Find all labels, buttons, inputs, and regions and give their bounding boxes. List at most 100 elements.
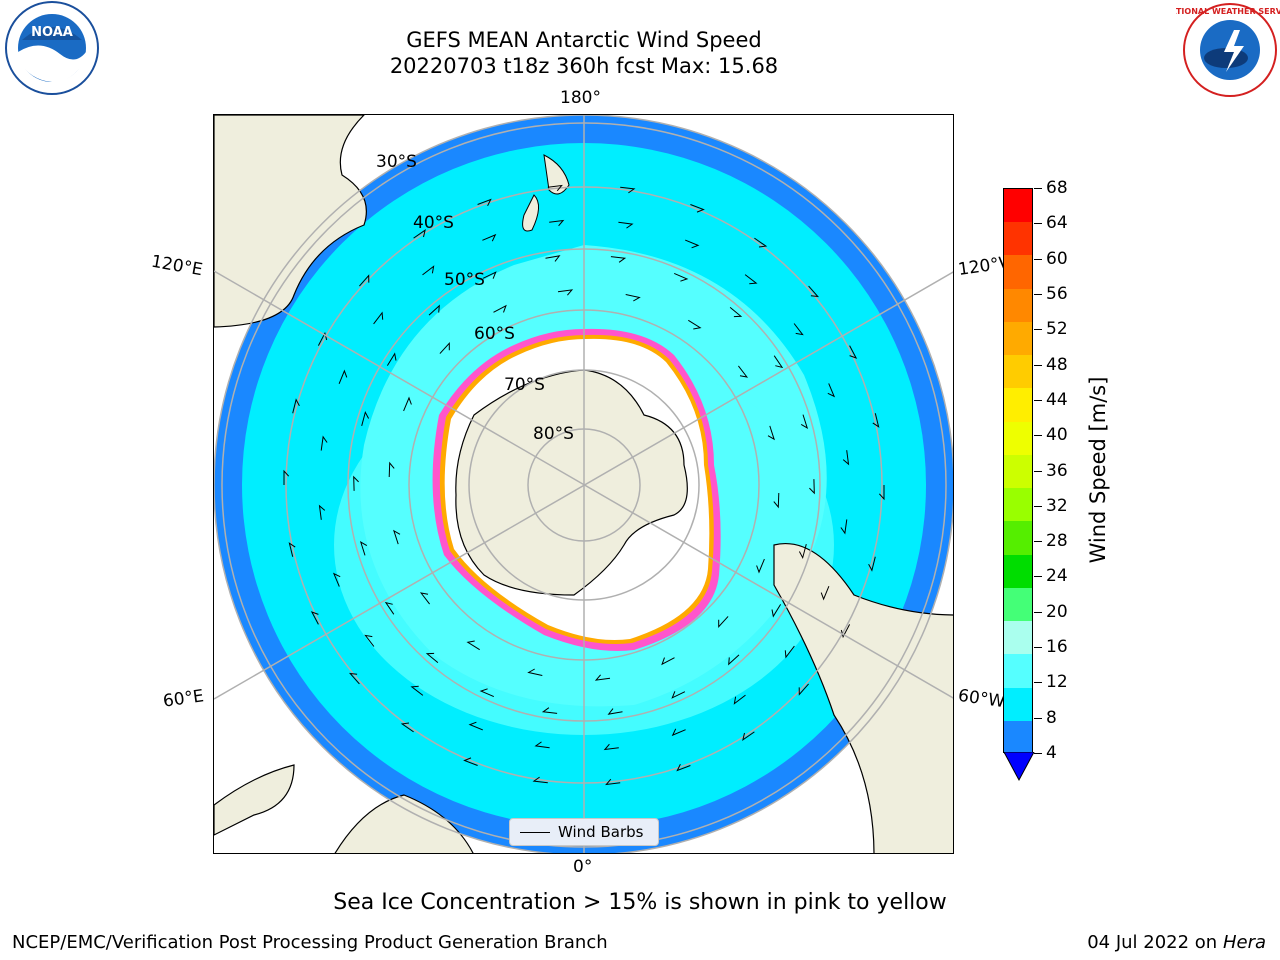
colorbar-title: Wind Speed [m/s] <box>1086 376 1110 564</box>
colorbar-tick <box>1034 258 1042 260</box>
wind-barb <box>620 186 636 194</box>
wind-barb <box>338 369 348 384</box>
wind-barb <box>373 311 384 325</box>
colorbar-segment <box>1004 687 1032 722</box>
antarctica-land <box>455 369 688 596</box>
wind-barb <box>849 345 858 359</box>
colorbar-segment <box>1004 288 1032 323</box>
colorbar-tick-label: 32 <box>1046 495 1068 516</box>
colorbar-tick <box>1034 364 1042 366</box>
lat-label-60s: 60°S <box>474 324 515 344</box>
wind-speed-colorbar <box>1003 188 1033 755</box>
sea-ice-note: Sea Ice Concentration > 15% is shown in … <box>333 890 947 915</box>
wind-barb <box>482 271 497 279</box>
wind-barb <box>744 274 758 285</box>
colorbar-tick-label: 60 <box>1046 248 1068 269</box>
wind-barb <box>685 239 700 249</box>
wind-barb <box>594 674 611 681</box>
colorbar-tick <box>1034 293 1042 295</box>
colorbar-segment <box>1004 521 1032 556</box>
wind-barb <box>332 572 341 587</box>
colorbar-segment <box>1004 488 1032 522</box>
legend-label: Wind Barbs <box>558 823 644 841</box>
wind-barb <box>827 383 836 398</box>
wind-barb <box>671 728 686 737</box>
wind-barb <box>878 485 885 501</box>
colorbar-tick-label: 24 <box>1046 566 1068 587</box>
wind-barb <box>733 694 746 705</box>
wind-barb <box>798 683 809 696</box>
colorbar-segment <box>1004 255 1032 290</box>
colorbar-segment <box>1004 222 1032 256</box>
wind-barb <box>403 396 412 412</box>
footer-branch: NCEP/EMC/Verification Post Processing Pr… <box>12 932 608 953</box>
lon-label-0: 0° <box>573 857 593 877</box>
footer-date-text: 04 Jul 2022 on <box>1087 932 1223 953</box>
lat-label-50s: 50°S <box>444 270 485 290</box>
wind-barb <box>767 425 775 441</box>
wind-barb <box>386 352 397 366</box>
wind-barb <box>318 504 326 520</box>
wind-barb <box>605 778 621 786</box>
wind-barb <box>800 414 809 429</box>
wind-barb <box>348 672 360 685</box>
wind-barb <box>288 542 296 557</box>
wind-barb <box>808 285 820 298</box>
colorbar-segment <box>1004 355 1032 389</box>
wind-barb <box>610 256 627 263</box>
wind-barb <box>738 365 749 378</box>
lat-label-30s: 30°S <box>376 152 417 172</box>
colorbar-tick-label: 12 <box>1046 672 1068 693</box>
colorbar-tick <box>1034 682 1042 684</box>
colorbar-tick <box>1034 647 1042 649</box>
wind-barb <box>674 272 689 282</box>
polar-map <box>213 114 954 854</box>
colorbar-tick-label: 36 <box>1046 460 1068 481</box>
nws-logo: NATIONAL WEATHER SERVICE <box>1164 0 1280 100</box>
lat-label-70s: 70°S <box>504 375 545 395</box>
wind-barb <box>718 616 729 628</box>
wind-barb <box>661 657 675 666</box>
wind-barb <box>868 556 876 572</box>
wind-barb <box>688 319 702 330</box>
wind-barb <box>320 435 328 451</box>
wind-barb <box>840 624 851 639</box>
wind-barb <box>773 355 784 369</box>
wind-barb <box>618 221 634 229</box>
colorbar-tick <box>1034 223 1042 225</box>
map-subtitle: 20220703 t18z 360h fcst Max: 15.68 <box>389 54 779 78</box>
wind-barb <box>388 461 395 478</box>
wind-barb <box>534 741 550 749</box>
wind-barb <box>425 652 439 663</box>
wind-barb <box>754 237 768 248</box>
wind-barb <box>422 265 435 276</box>
wind-barb <box>625 294 641 302</box>
wind-barb <box>482 233 497 242</box>
wind-barb <box>557 289 574 296</box>
colorbar-tick <box>1034 435 1042 437</box>
wind-barb <box>809 479 815 495</box>
colorbar-segment <box>1004 554 1032 589</box>
colorbar-segment <box>1004 587 1032 622</box>
colorbar-tick-label: 40 <box>1046 425 1068 446</box>
colorbar-tick <box>1034 329 1042 331</box>
wind-barb-legend-line <box>520 831 550 833</box>
noaa-logo: NOAA <box>0 0 104 100</box>
wind-barb <box>439 342 450 354</box>
svg-text:NOAA: NOAA <box>31 25 73 40</box>
colorbar-tick <box>1034 399 1042 401</box>
wind-barb <box>872 413 880 428</box>
colorbar-tick-label: 16 <box>1046 637 1068 658</box>
wind-barb <box>798 543 807 560</box>
colorbar-segment <box>1004 654 1032 689</box>
wind-barb <box>545 255 561 262</box>
wind-barb <box>676 763 691 772</box>
wind-barb <box>317 331 328 346</box>
lon-label-60w: 60°W <box>956 685 1007 713</box>
wind-barb <box>359 541 368 556</box>
wind-barb <box>603 743 619 751</box>
wind-barb <box>477 198 492 207</box>
colorbar-segment <box>1004 720 1032 755</box>
colorbar-tick <box>1034 188 1042 189</box>
colorbar-tick <box>1034 505 1042 507</box>
